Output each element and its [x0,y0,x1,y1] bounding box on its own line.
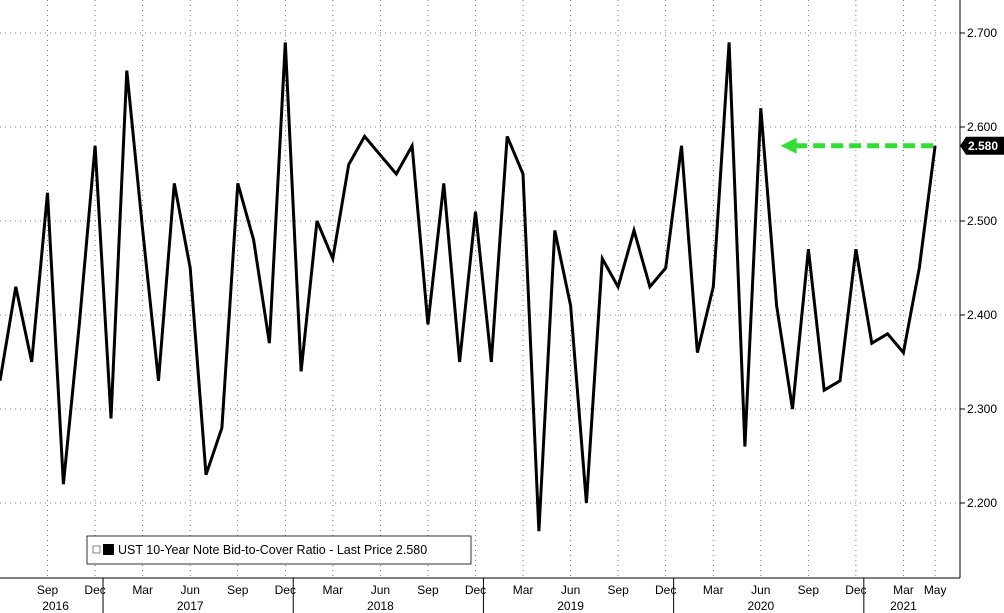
x-axis: Sep Dec Mar Jun Sep Dec Mar Jun Sep Dec Mar Jun Sep D… [0,577,960,613]
x-tick-label: Mar [513,583,534,597]
x-tick-label: Dec [84,583,105,597]
x-year-label: 2016 [42,599,69,613]
last-price-marker: 2.580 [960,136,1004,155]
y-tick-label: 2.600 [967,120,997,134]
x-tick-label: Mar [132,583,153,597]
x-tick-label: Dec [655,583,676,597]
x-year-label: 2019 [557,599,584,613]
x-tick-label: Dec [275,583,296,597]
arrow-annotation [780,137,934,154]
y-tick-label: 2.700 [967,26,997,40]
x-tick-label: Sep [798,583,820,597]
x-tick-label: Mar [703,583,724,597]
last-price-label: 2.580 [968,139,998,153]
legend: UST 10-Year Note Bid-to-Cover Ratio - La… [86,535,472,565]
x-tick-label: May [924,583,947,597]
series-layer [0,42,937,532]
y-tick-label: 2.300 [967,402,997,416]
x-year-label: 2017 [177,599,204,613]
x-tick-label: Jun [561,583,580,597]
x-tick-label: Sep [227,583,249,597]
x-year-label: 2021 [890,599,917,613]
x-tick-label: Mar [323,583,344,597]
legend-box [86,535,472,565]
x-tick-label: Jun [751,583,770,597]
x-tick-label: Sep [417,583,439,597]
grid [0,0,960,578]
y-tick-label: 2.400 [967,308,997,322]
x-tick-label: Sep [607,583,629,597]
y-axis: 2.700 2.600 2.500 2.400 2.300 2.200 [959,0,997,578]
legend-expand-icon[interactable] [92,545,101,554]
x-tick-label: Dec [465,583,486,597]
x-tick-label: Mar [893,583,914,597]
legend-label: UST 10-Year Note Bid-to-Cover Ratio - La… [118,543,427,557]
arrow-head [780,137,797,154]
x-tick-label: Dec [845,583,866,597]
x-tick-label: Jun [371,583,390,597]
x-year-label: 2020 [747,599,774,613]
x-tick-label: Jun [181,583,200,597]
last-price-badge [960,136,1004,155]
y-tick-label: 2.500 [967,214,997,228]
y-tick-label: 2.200 [967,496,997,510]
series-line [0,42,937,532]
x-tick-label: Sep [37,583,59,597]
x-year-label: 2018 [367,599,394,613]
legend-swatch [103,544,114,555]
